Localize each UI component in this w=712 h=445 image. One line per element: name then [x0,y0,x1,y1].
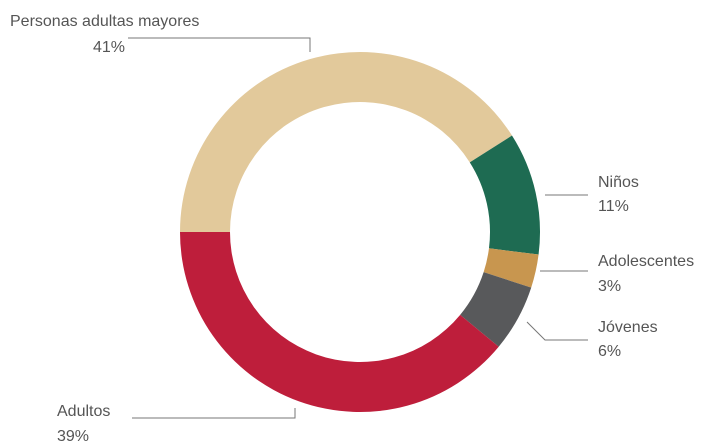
category-label: Personas adultas mayores [10,13,199,30]
value-label: 3% [598,278,621,295]
leader-line [132,408,296,419]
value-label: 11% [598,198,629,215]
value-label: 6% [598,343,621,360]
leader-line [526,321,588,341]
donut-segment [483,248,539,288]
donut-segment [469,135,540,255]
category-label: Niños [598,174,639,191]
category-label: Jóvenes [598,319,658,336]
value-label: 41% [93,39,125,56]
donut-segment [180,52,512,233]
category-label: Adultos [57,403,110,420]
value-label: 39% [57,428,89,445]
donut-segment [180,232,499,412]
category-label: Adolescentes [598,253,694,270]
leader-line [128,37,311,52]
donut-segment [460,272,532,347]
